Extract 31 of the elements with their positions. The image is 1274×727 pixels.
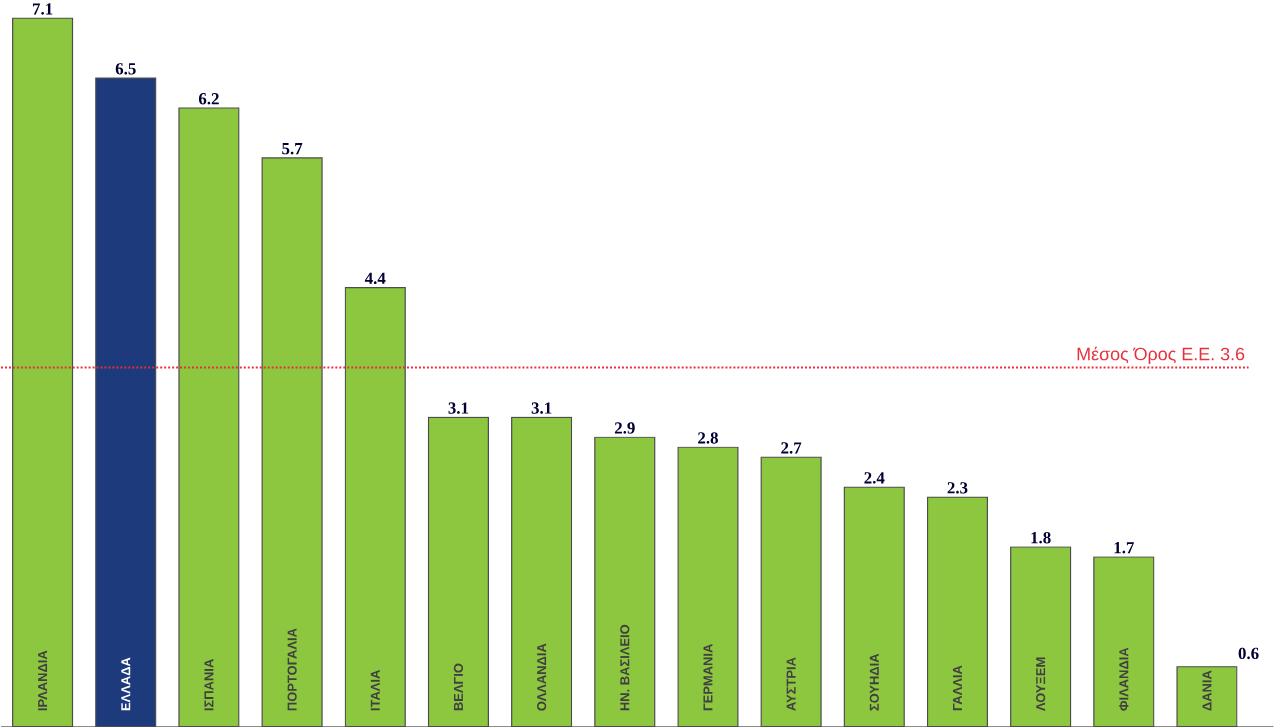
ref-line-label: Μέσος Όρος Ε.Ε. 3.6 (1077, 346, 1245, 364)
data-label: 1.8 (1031, 531, 1051, 544)
x-tick-label: ΛΟΥΞΕΜ (1036, 657, 1046, 711)
x-tick-label: ΙΤΑΛΙΑ (370, 669, 380, 711)
data-label: 6.2 (198, 92, 219, 105)
data-label: 7.1 (32, 3, 53, 15)
data-label: 2.3 (947, 482, 968, 494)
x-tick-label: ΦΙΛΑΝΔΙΑ (1119, 647, 1129, 711)
data-label: 2.4 (864, 472, 885, 484)
x-tick-label: ΙΡΛΑΝΔΙΑ (38, 650, 48, 711)
x-tick-label: ΕΛΛΑΔΑ (121, 657, 131, 711)
data-label: 4.4 (364, 272, 386, 284)
data-label: 3.1 (448, 402, 469, 414)
x-tick-label: ΓΕΡΜΑΝΙΑ (703, 643, 713, 711)
data-label: 6.5 (115, 63, 136, 75)
data-label: 3.1 (531, 402, 552, 414)
x-tick-label: ΗΝ. ΒΑΣΙΛΕΙΟ (620, 624, 630, 711)
x-tick-label: ΑΥΣΤΡΙΑ (786, 657, 796, 711)
x-tick-label: ΓΑΛΛΙΑ (953, 665, 962, 711)
data-label: 2.8 (698, 432, 718, 444)
x-tick-label: ΠΟΡΤΟΓΑΛΙΑ (287, 628, 297, 711)
x-tick-label: ΒΕΛΓΙΟ (453, 663, 464, 711)
x-tick-label: ΟΛΛΑΝΔΙΑ (537, 643, 547, 711)
x-tick-label: ΣΟΥΗΔΙΑ (869, 653, 879, 711)
x-tick-label: ΙΣΠΑΝΙΑ (204, 659, 214, 711)
data-label: 5.7 (282, 142, 303, 155)
data-label: 0.6 (1238, 647, 1259, 660)
x-tick-label: ΔΑΝΙΑ (1202, 670, 1212, 711)
data-label: 2.7 (781, 442, 802, 454)
data-label: 1.7 (1114, 541, 1134, 554)
data-label: 2.9 (614, 422, 635, 434)
